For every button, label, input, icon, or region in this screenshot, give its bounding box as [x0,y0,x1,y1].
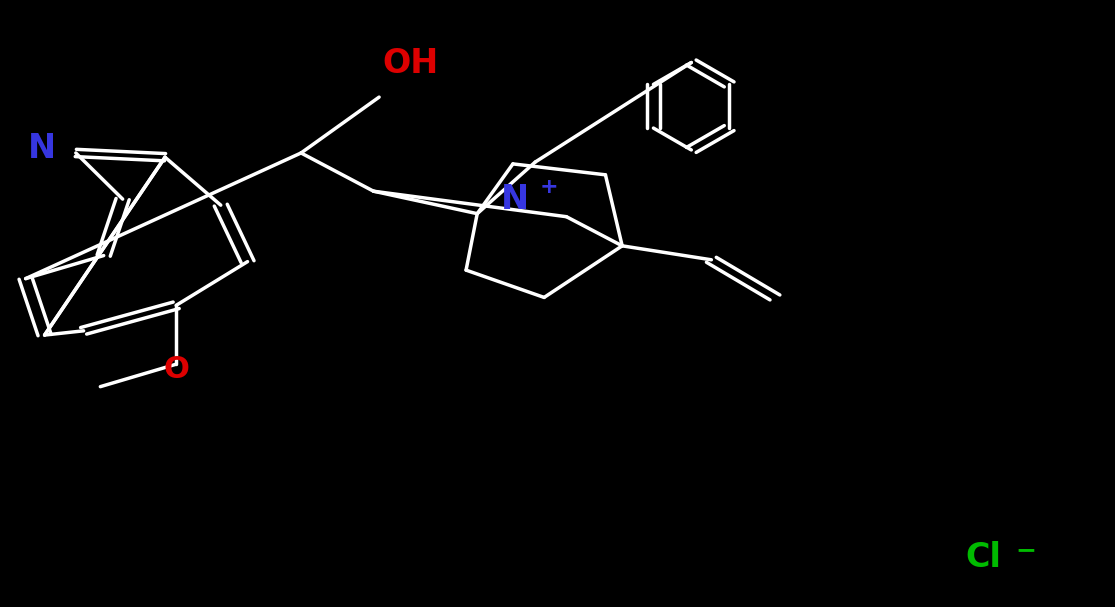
Text: +: + [540,177,558,197]
Text: Cl: Cl [966,541,1001,574]
Text: N: N [501,183,530,215]
Text: OH: OH [382,47,438,80]
Text: −: − [1016,538,1036,562]
Text: O: O [163,354,190,384]
Text: N: N [28,132,57,164]
